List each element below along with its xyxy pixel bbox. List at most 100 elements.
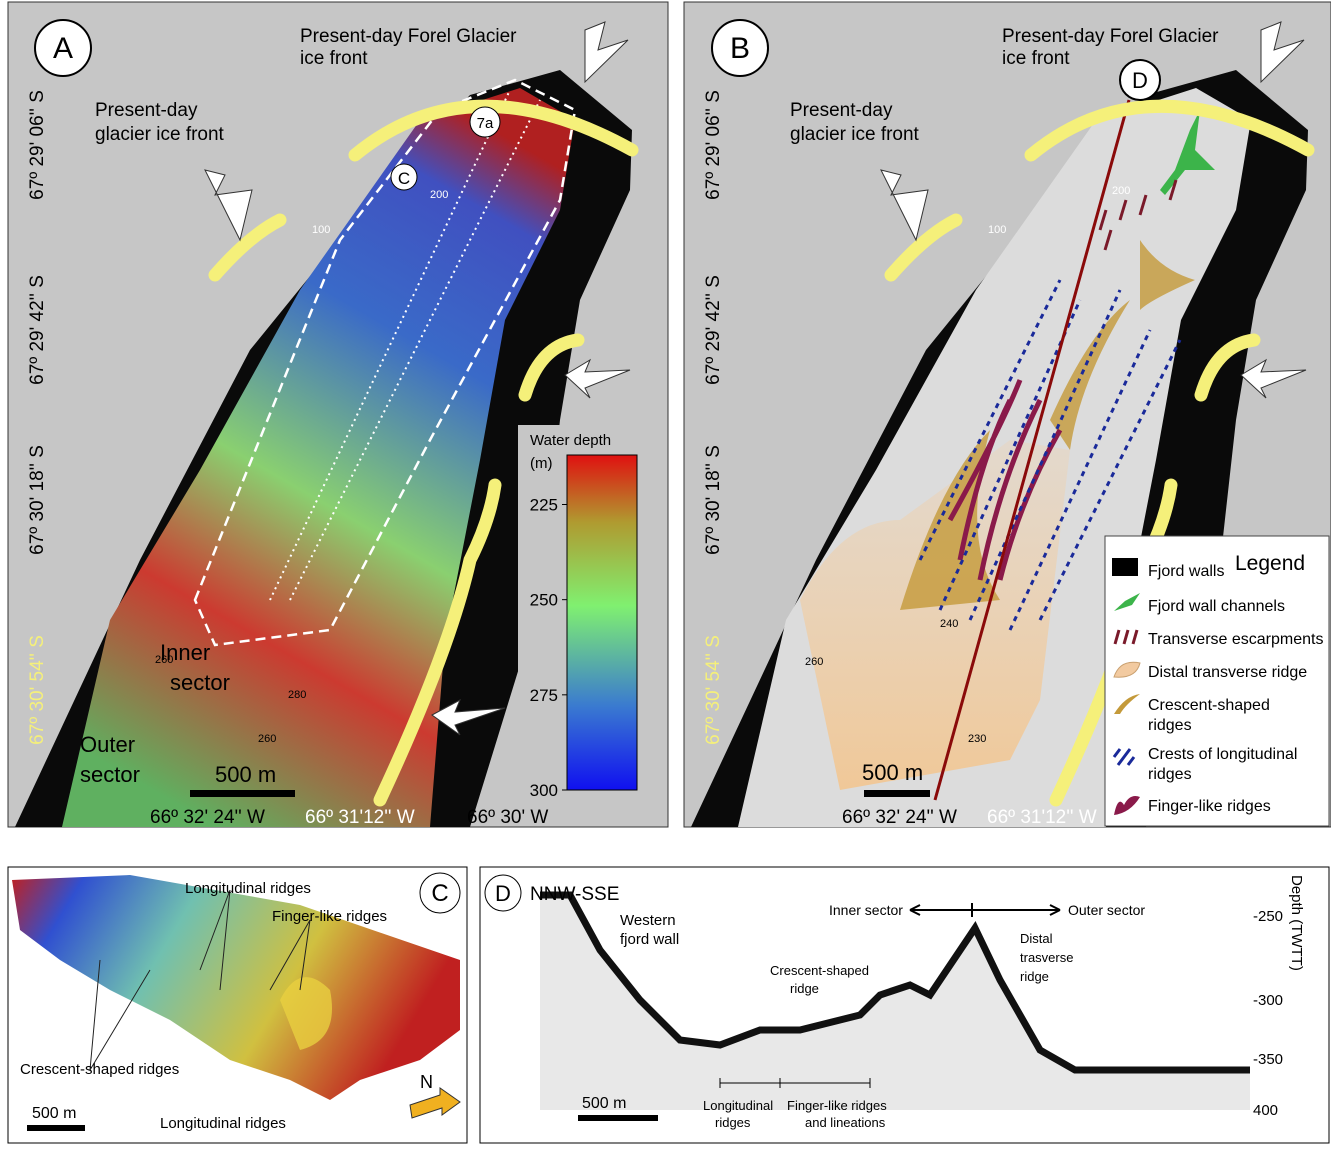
latitude-label: 67º 30' 54'' S xyxy=(703,635,724,745)
annotation: fjord wall xyxy=(620,931,679,948)
marker: C xyxy=(398,169,410,188)
longitude-label: 66º 32' 24'' W xyxy=(842,807,957,828)
annotation: Longitudinal ridges xyxy=(185,880,311,897)
annotation: and lineations xyxy=(805,1115,886,1130)
legend-icon xyxy=(1113,629,1139,645)
longitude-label: 66º 31'12'' W xyxy=(987,807,1097,828)
contour-label: 200 xyxy=(430,189,448,201)
seafloor-reflector xyxy=(540,891,1250,1074)
leader-lines xyxy=(89,889,311,1071)
marker-circle xyxy=(1119,59,1161,101)
panel-label: B xyxy=(730,32,750,65)
latitude-label: 67º 30' 18'' S xyxy=(703,445,724,555)
legend: Legend Fjord walls Fjord wall channels Tra… xyxy=(1104,535,1330,827)
longitude-label: 66º 30' W xyxy=(467,807,548,828)
legend-box xyxy=(1104,535,1330,827)
annotation: Present-day Forel Glacier xyxy=(300,26,517,47)
latitude-label: 67º 30' 18'' S xyxy=(27,445,48,555)
annotation: Outer sector xyxy=(1068,902,1145,918)
annotation: ridge xyxy=(1020,969,1049,984)
axis-title: Depth (TWTT) xyxy=(1288,875,1305,971)
marker: 7a xyxy=(477,115,494,132)
escarpments xyxy=(1098,179,1178,251)
annotation: trasverse xyxy=(1020,950,1073,965)
marker: D xyxy=(1132,68,1148,93)
panel-label: C xyxy=(431,880,448,907)
legend-label: Fjord walls xyxy=(1148,563,1224,580)
annotation: ridge xyxy=(790,981,819,996)
contour-label: 230 xyxy=(968,733,986,745)
panel-label: A xyxy=(53,32,73,65)
panel-b: B D Present-day Forel Glacier ice front … xyxy=(683,1,1331,828)
annotation: Longitudinal xyxy=(703,1098,773,1113)
annotation: glacier ice front xyxy=(95,124,225,145)
scale-bar xyxy=(578,1115,658,1121)
contour-label: 100 xyxy=(988,224,1006,236)
flow-arrows xyxy=(204,21,631,736)
annotation: glacier ice front xyxy=(790,124,920,145)
range-bracket xyxy=(719,1078,871,1088)
annotation: Western xyxy=(620,912,676,929)
label-circle xyxy=(419,872,461,914)
longitudinal-crests xyxy=(918,279,1182,631)
legend-icon xyxy=(1114,593,1140,611)
label-circle xyxy=(34,19,92,77)
annotation: Present-day Forel Glacier xyxy=(1002,26,1219,47)
panel-a: A Present-day Forel Glacier ice front Pr… xyxy=(7,1,669,828)
contour-label: 260 xyxy=(155,654,173,666)
profile-lines xyxy=(269,89,541,601)
ice-fronts xyxy=(884,99,1315,807)
profile-line xyxy=(933,99,1131,801)
annotation: Present-day xyxy=(790,100,893,121)
legend-title: Legend xyxy=(1235,552,1305,575)
flow-arrows xyxy=(880,21,1307,399)
profile-title: NNW-SSE xyxy=(530,884,619,905)
distal-ridge xyxy=(800,440,1070,790)
legend-label: Distal transverse ridge xyxy=(1148,664,1307,681)
scale-bar xyxy=(864,790,930,797)
contour-label: 280 xyxy=(288,689,306,701)
colorbar-tick-label: 275 xyxy=(530,686,558,705)
annotation: Present-day xyxy=(95,100,198,121)
annotation: Crescent-shaped ridges xyxy=(20,1061,179,1078)
legend-icon xyxy=(1114,694,1140,714)
contour-label: 200 xyxy=(1112,185,1130,197)
legend-icon xyxy=(1113,661,1141,678)
legend-icon xyxy=(1112,748,1136,766)
terrain xyxy=(12,875,460,1100)
north-arrow xyxy=(409,1087,461,1119)
marker-circle xyxy=(469,106,501,138)
panel-label: D xyxy=(495,881,511,906)
annotation: Finger-like ridges xyxy=(787,1098,887,1113)
depth-tick: 400 xyxy=(1253,1102,1278,1119)
annotation: Crescent-shaped xyxy=(770,963,869,978)
bathymetry xyxy=(62,88,575,827)
colorbar-tick-label: 250 xyxy=(530,591,558,610)
annotation: Finger-like ridges xyxy=(272,908,387,925)
label-circle xyxy=(711,19,769,77)
colorbar-tick-label: 300 xyxy=(530,781,558,800)
annotation: ridges xyxy=(715,1115,751,1130)
latitude-label: 67º 30' 54'' S xyxy=(27,635,48,745)
scale-bar xyxy=(190,790,295,797)
panel-d: D NNW-SSE Western fjord wall Crescent-sh… xyxy=(479,866,1330,1144)
subbottom xyxy=(540,895,1250,1110)
contour-label: 260 xyxy=(258,733,276,745)
latitude-label: 67º 29' 42'' S xyxy=(27,275,48,385)
legend-label: Crests of longitudinal xyxy=(1148,746,1297,763)
legend-label: ridges xyxy=(1148,717,1192,734)
annotation: ice front xyxy=(300,48,368,69)
colorbar-tick-label: 225 xyxy=(530,495,558,514)
legend-label: Transverse escarpments xyxy=(1148,631,1323,648)
contour-label: 100 xyxy=(312,224,330,236)
ice-fronts xyxy=(208,99,639,807)
contour-label: 260 xyxy=(805,656,823,668)
survey-outline xyxy=(193,78,577,647)
annotation: Distal xyxy=(1020,931,1053,946)
sector-label: sector xyxy=(80,762,140,787)
legend-label: Finger-like ridges xyxy=(1148,798,1271,815)
scale-bar-label: 500 m xyxy=(582,1095,626,1112)
panel-c: C Longitudinal ridges Finger-like ridges… xyxy=(7,866,468,1144)
sector-label: Outer xyxy=(80,732,135,757)
sector-label: sector xyxy=(170,670,230,695)
